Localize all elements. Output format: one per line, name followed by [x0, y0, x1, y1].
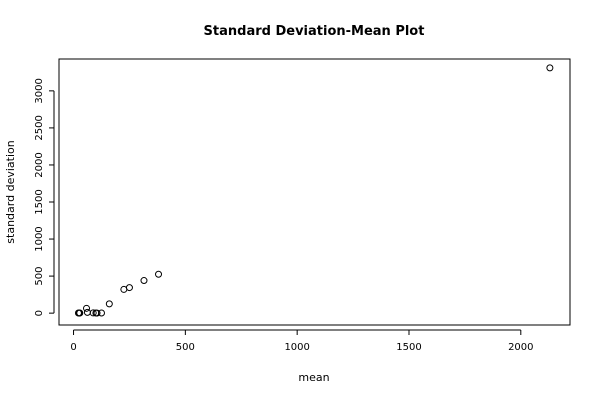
x-tick-label: 1500: [396, 342, 421, 353]
data-point: [125, 284, 133, 292]
data-point: [83, 308, 91, 316]
x-tick-label: 2000: [508, 342, 533, 353]
data-point: [155, 270, 163, 278]
y-tick-label: 1500: [34, 189, 45, 214]
x-axis: 0 500 1000 1500 2000: [70, 329, 534, 353]
data-point: [97, 309, 105, 317]
x-tick-label: 0: [70, 342, 76, 353]
y-tick-label: 2500: [34, 115, 45, 140]
data-point: [83, 304, 91, 312]
y-tick-label: 500: [34, 267, 45, 286]
x-axis-label: mean: [298, 371, 329, 384]
y-tick-label: 3000: [34, 78, 45, 103]
data-point: [140, 277, 148, 285]
y-axis-label: standard deviation: [4, 140, 17, 243]
data-point: [105, 300, 113, 308]
plot-area: [58, 58, 571, 326]
y-axis: 0 500 1000 1500 2000 2500 3000: [34, 78, 55, 316]
x-tick-label: 500: [176, 342, 195, 353]
data-point: [89, 309, 97, 317]
y-tick-label: 0: [34, 310, 45, 316]
data-point: [76, 309, 84, 317]
data-point: [93, 309, 101, 317]
y-tick-label: 1000: [34, 226, 45, 251]
chart-title: Standard Deviation-Mean Plot: [204, 24, 425, 39]
y-tick-label: 2000: [34, 152, 45, 177]
x-tick-label: 1000: [284, 342, 309, 353]
data-point: [546, 64, 554, 72]
data-points: [74, 64, 554, 317]
